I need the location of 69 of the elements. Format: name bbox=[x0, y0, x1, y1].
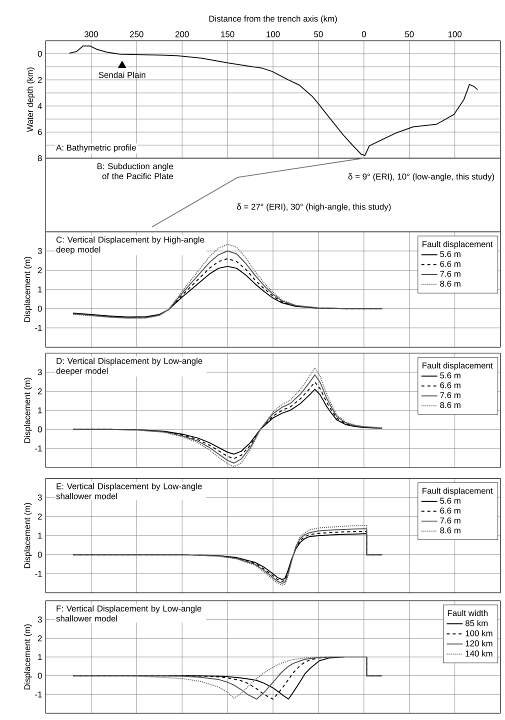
legend-label: 5.6 m bbox=[440, 251, 460, 258]
y-tick-label: 6 bbox=[38, 129, 42, 136]
legend-label: 85 km bbox=[465, 620, 488, 626]
legend-label: 8.6 m bbox=[440, 527, 460, 534]
y-tick-label: 1 bbox=[38, 286, 42, 292]
x-tick-label: 250 bbox=[130, 31, 144, 38]
y-tick-label: 4 bbox=[38, 103, 42, 109]
y-tick-label: 3 bbox=[38, 494, 42, 500]
y-axis-title: Displacement (m) bbox=[24, 624, 32, 690]
text: E: Vertical Displacement by Low-angle shallower model bbox=[56, 483, 202, 500]
x-tick-label: 200 bbox=[175, 31, 189, 38]
y-tick-label: 3 bbox=[38, 616, 42, 623]
y-tick-label: 1 bbox=[38, 407, 42, 414]
y-axis-title: Displacement (m) bbox=[24, 503, 32, 568]
annotation: δ = 9° (ERI), 10° (low-angle, this study) bbox=[348, 173, 494, 182]
legend-title: Fault displacement bbox=[422, 488, 493, 496]
text: A: Bathymetric profile bbox=[56, 144, 136, 152]
text: D: Vertical Displacement by Low-angle deeper model bbox=[56, 358, 202, 376]
legend-label: 100 km bbox=[466, 630, 492, 636]
legend-label: 6.6 m bbox=[440, 260, 460, 267]
y-axis-title: Displacement (m) bbox=[24, 378, 32, 443]
y-tick-label: -1 bbox=[34, 570, 42, 577]
y-tick-label: 8 bbox=[38, 155, 42, 162]
x-axis-title: Distance from the trench axis (km) bbox=[209, 15, 337, 24]
y-tick-label: 2 bbox=[38, 267, 42, 274]
y-tick-label: 2 bbox=[38, 514, 42, 520]
y-tick-label: -1 bbox=[34, 692, 42, 698]
legend-title: Fault displacement bbox=[422, 240, 493, 249]
y-tick-label: 0 bbox=[38, 552, 42, 558]
legend-label: 5.6 m bbox=[440, 372, 460, 378]
x-tick-label: 100 bbox=[266, 31, 280, 38]
y-tick-label: 1 bbox=[38, 654, 42, 660]
y-tick-label: 0 bbox=[38, 672, 42, 679]
y-tick-label: 2 bbox=[38, 388, 42, 394]
legend-label: 8.6 m bbox=[440, 280, 460, 287]
legend-label: 8.6 m bbox=[440, 402, 460, 408]
legend-title: Fault width bbox=[448, 610, 488, 616]
legend-label: 140 km bbox=[466, 650, 492, 657]
annotation: δ = 27° (ERI), 30° (high-angle, this study) bbox=[236, 204, 391, 212]
text: F: Vertical Displacement by Low-angle shallower model bbox=[56, 605, 202, 622]
y-tick-label: 1 bbox=[38, 532, 42, 539]
y-tick-label: 3 bbox=[38, 248, 42, 254]
text: B: Subduction angle of the Pacific Plate bbox=[97, 163, 173, 180]
y-tick-label: 0 bbox=[38, 50, 42, 57]
legend-label: 7.6 m bbox=[440, 517, 460, 524]
x-tick-label: 50 bbox=[314, 31, 323, 38]
y-axis-title: Water depth (km) bbox=[26, 68, 35, 132]
y-tick-label: 3 bbox=[38, 369, 42, 376]
legend-label: 7.6 m bbox=[440, 270, 460, 277]
x-tick-label: 50 bbox=[404, 31, 414, 38]
legend-label: 7.6 m bbox=[440, 392, 460, 398]
y-tick-label: 2 bbox=[38, 76, 42, 83]
y-tick-label: 2 bbox=[38, 635, 42, 642]
y-tick-label: -1 bbox=[34, 325, 42, 331]
x-tick-label: 300 bbox=[84, 31, 98, 38]
y-tick-label: -1 bbox=[34, 446, 42, 452]
x-tick-label: 150 bbox=[221, 31, 234, 38]
legend-label: 6.6 m bbox=[440, 382, 460, 388]
legend-label: 6.6 m bbox=[440, 508, 460, 514]
legend-title: Fault displacement bbox=[422, 362, 493, 370]
y-tick-label: 0 bbox=[38, 426, 42, 432]
legend-label: 120 km bbox=[466, 640, 492, 646]
x-tick-label: 100 bbox=[448, 31, 462, 38]
text: C: Vertical Displacement by High-angle deep model bbox=[56, 236, 204, 254]
x-tick-label: 0 bbox=[362, 31, 366, 38]
legend-label: 5.6 m bbox=[440, 498, 460, 504]
y-tick-label: 0 bbox=[38, 306, 42, 312]
y-axis-title: Displacement (m) bbox=[24, 256, 32, 322]
annotation: Sendai Plain bbox=[98, 72, 146, 78]
